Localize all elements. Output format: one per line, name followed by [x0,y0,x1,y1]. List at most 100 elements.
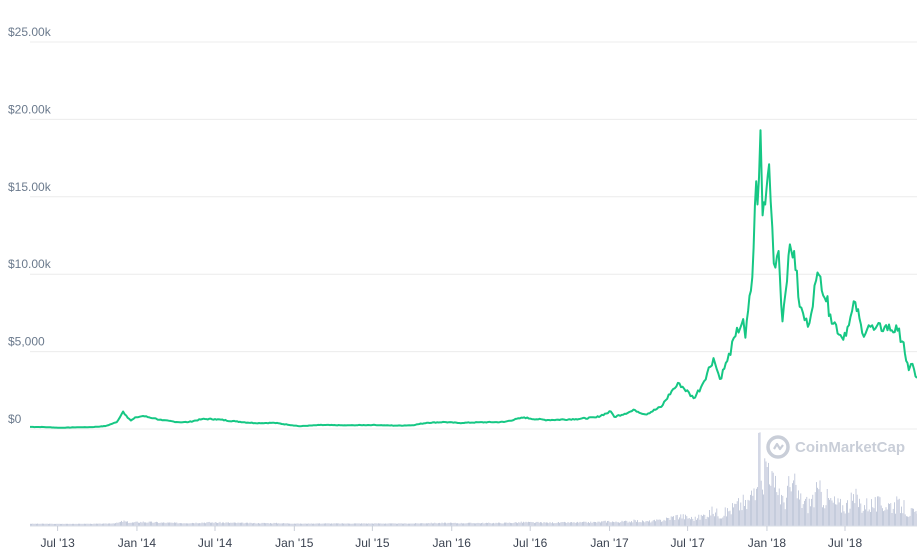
volume-bar [802,508,803,526]
volume-bar [571,522,572,526]
volume-bar [772,471,773,526]
volume-bar [835,504,836,526]
volume-bar [673,516,674,526]
volume-bar [677,515,678,526]
volume-bar [751,491,752,526]
volume-bar [530,522,531,526]
volume-bar [710,516,711,527]
volume-bar [848,513,849,526]
volume-bar [163,522,164,526]
volume-bar [740,503,741,527]
volume-bar [763,495,764,527]
volume-bar [816,482,817,526]
volume-bar [516,523,517,527]
volume-bar [768,463,769,526]
volume-bar [599,522,600,526]
volume-bar [685,515,686,526]
volume-bar [889,504,890,526]
volume-bar [800,493,801,526]
volume-bar [121,521,122,526]
volume-bar [799,500,800,527]
volume-bar [905,514,906,526]
volume-bar [161,523,162,527]
volume-bar [132,522,133,526]
volume-bar [828,498,829,526]
volume-bar [572,523,573,526]
volume-bar [202,523,203,527]
volume-bar [793,480,794,526]
volume-bar [450,523,451,526]
volume-bar [798,490,799,526]
volume-bar [632,522,633,526]
volume-bar [134,522,135,526]
volume-bar [766,462,767,527]
volume-bar [674,520,675,526]
volume-bar [120,522,121,526]
volume-bar [706,519,707,526]
volume-bar [625,521,626,526]
volume-bar [776,492,777,526]
volume-bar [761,481,762,526]
volume-bar [678,519,679,526]
volume-bar [786,498,787,526]
volume-bar [604,521,605,526]
volume-bar [580,522,581,526]
volume-bar [565,522,566,526]
volume-bar [672,517,673,526]
volume-bar [698,515,699,526]
volume-bars [30,432,917,526]
volume-bar [122,522,123,526]
volume-bar [725,507,726,526]
volume-bar [541,522,542,526]
y-axis-ticks: $0$5,000$10.00k$15.00k$20.00k$25.00k [8,25,52,426]
volume-bar [892,513,893,526]
x-tick-label: Jan '17 [590,536,629,550]
volume-bar [505,523,506,526]
price-line-series [30,130,917,428]
volume-bar [630,522,631,526]
volume-bar [894,502,895,526]
volume-bar [653,520,654,526]
volume-bar [901,507,902,526]
volume-bar [170,523,171,526]
volume-bar [887,510,888,527]
volume-bar [211,523,212,526]
volume-bar [852,501,853,526]
volume-bar [535,523,536,526]
volume-bar [859,499,860,526]
volume-bar [550,522,551,526]
volume-bar [716,509,717,527]
volume-bar [124,521,125,527]
volume-bar [568,522,569,526]
volume-bar [648,522,649,527]
volume-bar [682,519,683,527]
volume-bar [806,497,807,526]
volume-bar [498,523,499,526]
coinmarketcap-logo-icon [768,437,788,457]
volume-bar [870,512,871,526]
volume-bar [824,508,825,526]
volume-bar [854,503,855,526]
volume-bar [133,523,134,527]
volume-bar [844,511,845,526]
volume-bar [564,522,565,526]
volume-bar [860,504,861,527]
volume-bar [893,509,894,526]
volume-bar [881,506,882,527]
volume-bar [638,522,639,526]
volume-bar [582,522,583,526]
volume-bar [552,522,553,526]
volume-bar [904,500,905,526]
volume-bar [696,520,697,526]
volume-bar [898,500,899,526]
volume-bar [220,522,221,526]
volume-bar [709,510,710,526]
x-tick-label: Jul '18 [828,536,863,550]
volume-bar [659,520,660,527]
volume-bar [781,495,782,526]
x-tick-label: Jul '13 [40,536,75,550]
volume-bar [157,522,158,526]
volume-bar [594,522,595,526]
